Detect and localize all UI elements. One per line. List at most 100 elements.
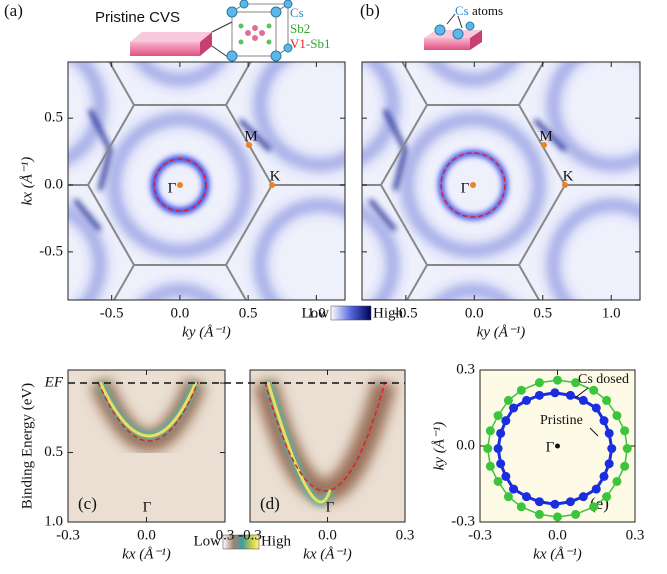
x-axis-label: kx (Å⁻¹)	[122, 546, 171, 562]
data-point	[571, 509, 581, 519]
x-axis-label: ky (Å⁻¹)	[182, 324, 231, 340]
data-point	[493, 476, 503, 486]
fermi-map-a	[68, 62, 345, 300]
atom-label: Sb2	[290, 21, 310, 36]
data-point	[534, 509, 544, 519]
data-point	[496, 459, 506, 469]
plot-frame	[67, 61, 346, 301]
point-label: K	[563, 168, 574, 184]
x-tick-label: -0.3	[468, 527, 492, 543]
x-tick-label: -0.3	[56, 527, 80, 543]
colorbar: Low High	[194, 533, 292, 549]
data-point	[485, 461, 495, 471]
point-label: Γ	[143, 499, 152, 515]
panel-label: (a)	[4, 1, 23, 20]
x-tick-label: 0.3	[216, 527, 235, 543]
data-point	[483, 444, 493, 454]
data-point	[553, 375, 562, 385]
data-point	[553, 512, 562, 522]
colorbar-high: High	[261, 533, 292, 549]
plot-frame	[361, 61, 641, 301]
y-tick-label: EF	[44, 374, 64, 390]
panel-label: (b)	[360, 1, 380, 20]
y-tick-label: -0.3	[451, 513, 475, 529]
legend-pointer	[574, 387, 589, 399]
data-point	[571, 378, 581, 388]
data-point	[496, 428, 506, 438]
data-point	[503, 492, 513, 502]
data-point	[602, 395, 612, 405]
x-tick-label: 0.0	[548, 527, 567, 543]
x-tick-label: 0.0	[171, 305, 190, 321]
x-tick-label: 0.0	[318, 527, 337, 543]
inset-dosed: Cs atoms	[424, 3, 503, 50]
colorbar-gradient	[330, 305, 372, 321]
y-tick-label: 0.3	[456, 361, 475, 377]
legend-entry: Cs dosed	[578, 372, 629, 387]
atom-label: V1-Sb1	[290, 36, 330, 51]
data-point	[578, 395, 588, 405]
point-label: Γ	[168, 180, 177, 196]
point-label: Γ	[546, 439, 555, 455]
data-point	[591, 484, 601, 494]
data-point	[509, 484, 519, 494]
colorbar-low: Low	[194, 533, 222, 549]
y-tick-label: 0.5	[44, 444, 63, 460]
y-tick-label: 1.0	[44, 513, 63, 529]
data-point	[578, 492, 588, 502]
data-point	[591, 403, 601, 413]
data-point	[522, 492, 531, 502]
point-label: K	[270, 168, 281, 184]
x-tick-label: 1.0	[307, 305, 326, 321]
arpes-c	[68, 370, 225, 522]
inset-pristine: Pristine CVS Cs Sb2 V1-Sb1	[95, 0, 330, 62]
data-point	[602, 492, 612, 502]
x-tick-label: 0.0	[137, 527, 156, 543]
data-point	[622, 444, 632, 454]
x-tick-label: 0.5	[239, 305, 258, 321]
data-point	[612, 476, 622, 486]
data-point	[612, 411, 622, 421]
y-axis-label: Binding Energy (eV)	[19, 383, 35, 509]
panel-label: (d)	[260, 494, 280, 513]
data-point	[599, 471, 609, 481]
arpes-d	[250, 370, 405, 522]
x-axis-label: kx (Å⁻¹)	[303, 546, 352, 562]
y-tick-label: 0.0	[456, 437, 475, 453]
data-point	[620, 461, 630, 471]
colorbar-low: Low	[302, 305, 330, 321]
atom-label: atoms	[469, 3, 503, 18]
colorbar-gradient	[222, 534, 260, 550]
data-point	[565, 497, 575, 507]
x-tick-label: -0.3	[238, 527, 262, 543]
data-point	[493, 411, 503, 421]
data-point	[604, 459, 614, 469]
fermi-map-b	[362, 62, 640, 300]
atom-label: -Sb1	[306, 36, 331, 51]
y-tick-label: 0.5	[44, 110, 63, 126]
data-point	[503, 395, 513, 405]
data-point	[534, 378, 544, 388]
data-point	[604, 428, 614, 438]
data-point	[550, 388, 560, 398]
point-label: M	[539, 128, 552, 144]
panel-label: (c)	[78, 494, 97, 513]
data-point	[516, 502, 526, 512]
data-point	[620, 426, 630, 436]
gamma-point	[555, 443, 560, 449]
data-point	[501, 416, 511, 426]
y-axis-label: ky (Å⁻¹)	[431, 422, 447, 471]
x-axis-label: kx (Å⁻¹)	[533, 546, 582, 562]
data-point	[607, 444, 617, 454]
data-point	[534, 497, 544, 507]
data-point	[509, 403, 519, 413]
colorbar: Low High	[302, 305, 404, 321]
data-point	[565, 390, 575, 400]
data-point	[485, 426, 495, 436]
data-point	[534, 390, 544, 400]
data-point	[522, 395, 531, 405]
point-label: M	[244, 128, 257, 144]
data-point	[589, 502, 599, 512]
legend-pointer	[589, 427, 599, 437]
colorbar-high: High	[373, 305, 404, 321]
